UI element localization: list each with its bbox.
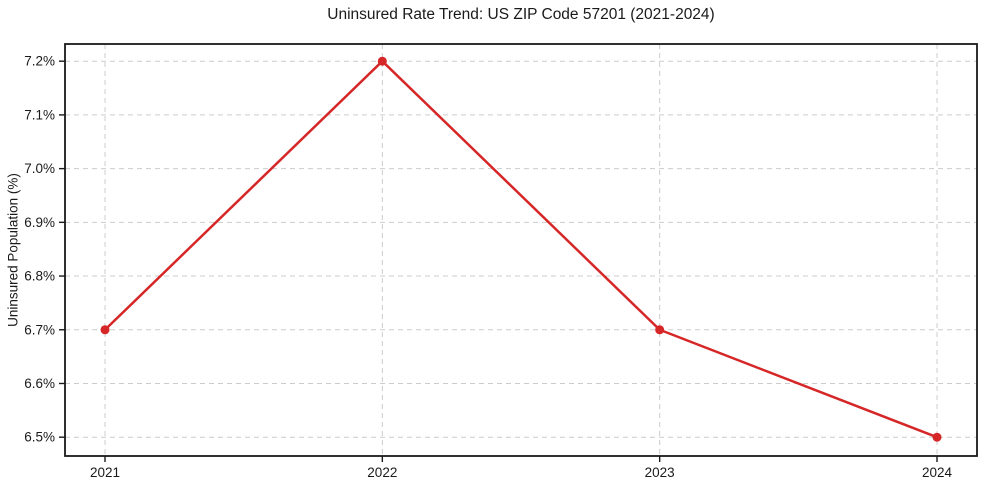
data-point-marker — [377, 56, 387, 66]
y-tick-label: 7.0% — [24, 161, 55, 176]
y-tick-label: 6.5% — [24, 430, 55, 445]
data-point-marker — [655, 325, 665, 335]
y-tick-label: 6.8% — [24, 269, 55, 284]
y-tick-label: 6.6% — [24, 376, 55, 391]
x-tick-label: 2024 — [922, 465, 953, 480]
y-tick-label: 7.1% — [24, 107, 55, 122]
y-tick-label: 6.9% — [24, 215, 55, 230]
chart-title: Uninsured Rate Trend: US ZIP Code 57201 … — [327, 6, 715, 23]
data-point-marker — [100, 325, 110, 335]
x-tick-label: 2023 — [645, 465, 675, 480]
plot-border — [64, 43, 978, 457]
trend-line — [103, 59, 939, 439]
y-tick-label: 6.7% — [24, 322, 55, 337]
x-tick-label: 2022 — [367, 465, 397, 480]
data-point-marker — [932, 432, 942, 442]
x-tick-label: 2021 — [90, 465, 120, 480]
y-tick-label: 7.2% — [24, 54, 55, 69]
